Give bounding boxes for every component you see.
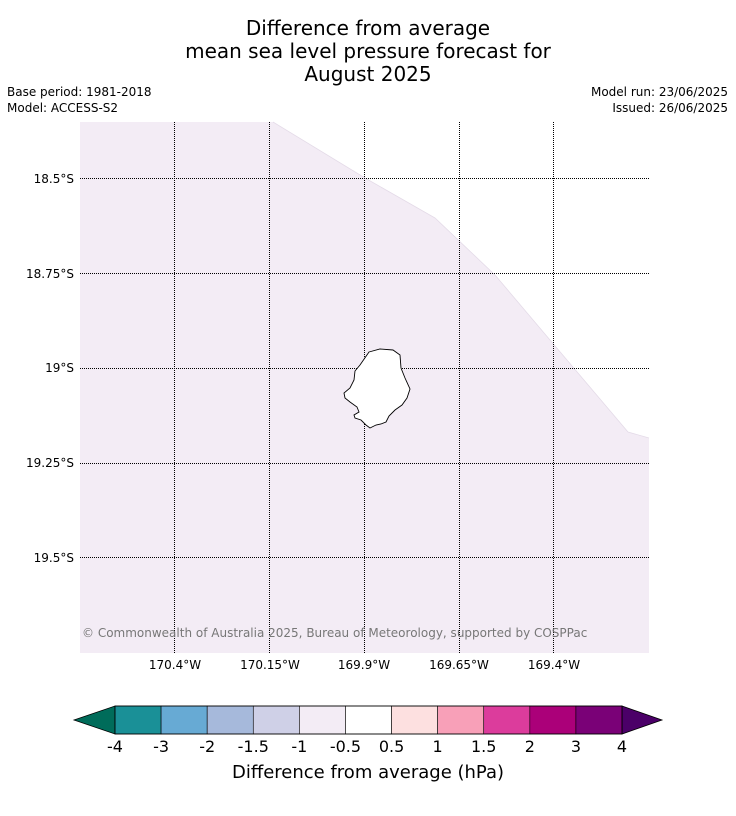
meta-right: Model run: 23/06/2025 Issued: 26/06/2025 xyxy=(591,84,728,116)
colorbar-segment-11 xyxy=(575,705,623,735)
colorbar-ticks: -4 -3 -2 -1.5 -1 -0.5 0.5 1 1.5 2 3 4 xyxy=(107,737,627,756)
lat-label-19-5: 19.5°S xyxy=(34,551,74,565)
colorbar-segment-8 xyxy=(437,705,485,735)
lon-label-170-4: 170.4°W xyxy=(149,658,201,672)
colorbar-segment-6 xyxy=(345,705,392,735)
colorbar-tick-label: -1.5 xyxy=(238,737,269,756)
colorbar-tick-label: 1 xyxy=(433,737,443,756)
colorbar-tick-label: 0.5 xyxy=(379,737,404,756)
colorbar-tick-label: 3 xyxy=(571,737,581,756)
colorbar-segment-3 xyxy=(206,705,254,735)
title-line-3: August 2025 xyxy=(304,62,432,86)
colorbar-tick-label: -0.5 xyxy=(330,737,361,756)
colorbar-tick-label: -1 xyxy=(291,737,307,756)
colorbar-tick-label: 2 xyxy=(525,737,535,756)
colorbar-under-triangle xyxy=(72,705,116,735)
base-period: Base period: 1981-2018 xyxy=(7,85,152,99)
lat-label-18-5: 18.5°S xyxy=(34,172,74,186)
colorbar: -4 -3 -2 -1.5 -1 -0.5 0.5 1 1.5 2 3 4 Difference fr… xyxy=(72,705,664,783)
colorbar-tick-label: 1.5 xyxy=(471,737,496,756)
colorbar-tick-label: -3 xyxy=(153,737,169,756)
model-run: Model run: 23/06/2025 xyxy=(590,85,728,99)
colorbar-outline xyxy=(114,705,623,735)
meta-left: Base period: 1981-2018 Model: ACCESS-S2 xyxy=(7,84,152,116)
map-panel: 18.5°S 18.75°S 19°S 19.25°S 19.5°S 170.4… xyxy=(26,121,650,672)
lon-label-170-15: 170.15°W xyxy=(240,658,300,672)
colorbar-segment-5 xyxy=(299,705,346,735)
lon-label-169-65: 169.65°W xyxy=(429,658,489,672)
title-line-1: Difference from average xyxy=(245,16,491,40)
colorbar-tick-label: -2 xyxy=(199,737,215,756)
colorbar-segment-10 xyxy=(529,705,577,735)
copyright-notice: © Commonwealth of Australia 2025, Bureau… xyxy=(82,626,587,640)
lat-label-18-75: 18.75°S xyxy=(26,267,74,281)
colorbar-tick-label: 4 xyxy=(617,737,627,756)
model-name: Model: ACCESS-S2 xyxy=(7,101,119,115)
colorbar-segment-7 xyxy=(391,705,438,735)
lon-label-169-4: 169.4°W xyxy=(528,658,580,672)
colorbar-segments xyxy=(114,705,623,735)
colorbar-label: Difference from average (hPa) xyxy=(232,762,504,783)
colorbar-tick-label: -4 xyxy=(107,737,123,756)
issued-date: Issued: 26/06/2025 xyxy=(612,101,728,115)
colorbar-segment-4 xyxy=(252,705,300,735)
island-coastline xyxy=(343,348,411,429)
title-line-2: mean sea level pressure forecast for xyxy=(185,39,551,63)
lon-label-169-9: 169.9°W xyxy=(338,658,390,672)
lat-label-19-25: 19.25°S xyxy=(26,456,74,470)
colorbar-segment-1 xyxy=(114,705,162,735)
lat-label-19: 19°S xyxy=(45,361,74,375)
colorbar-over-triangle xyxy=(621,705,664,735)
colorbar-segment-2 xyxy=(160,705,208,735)
colorbar-segment-9 xyxy=(483,705,531,735)
